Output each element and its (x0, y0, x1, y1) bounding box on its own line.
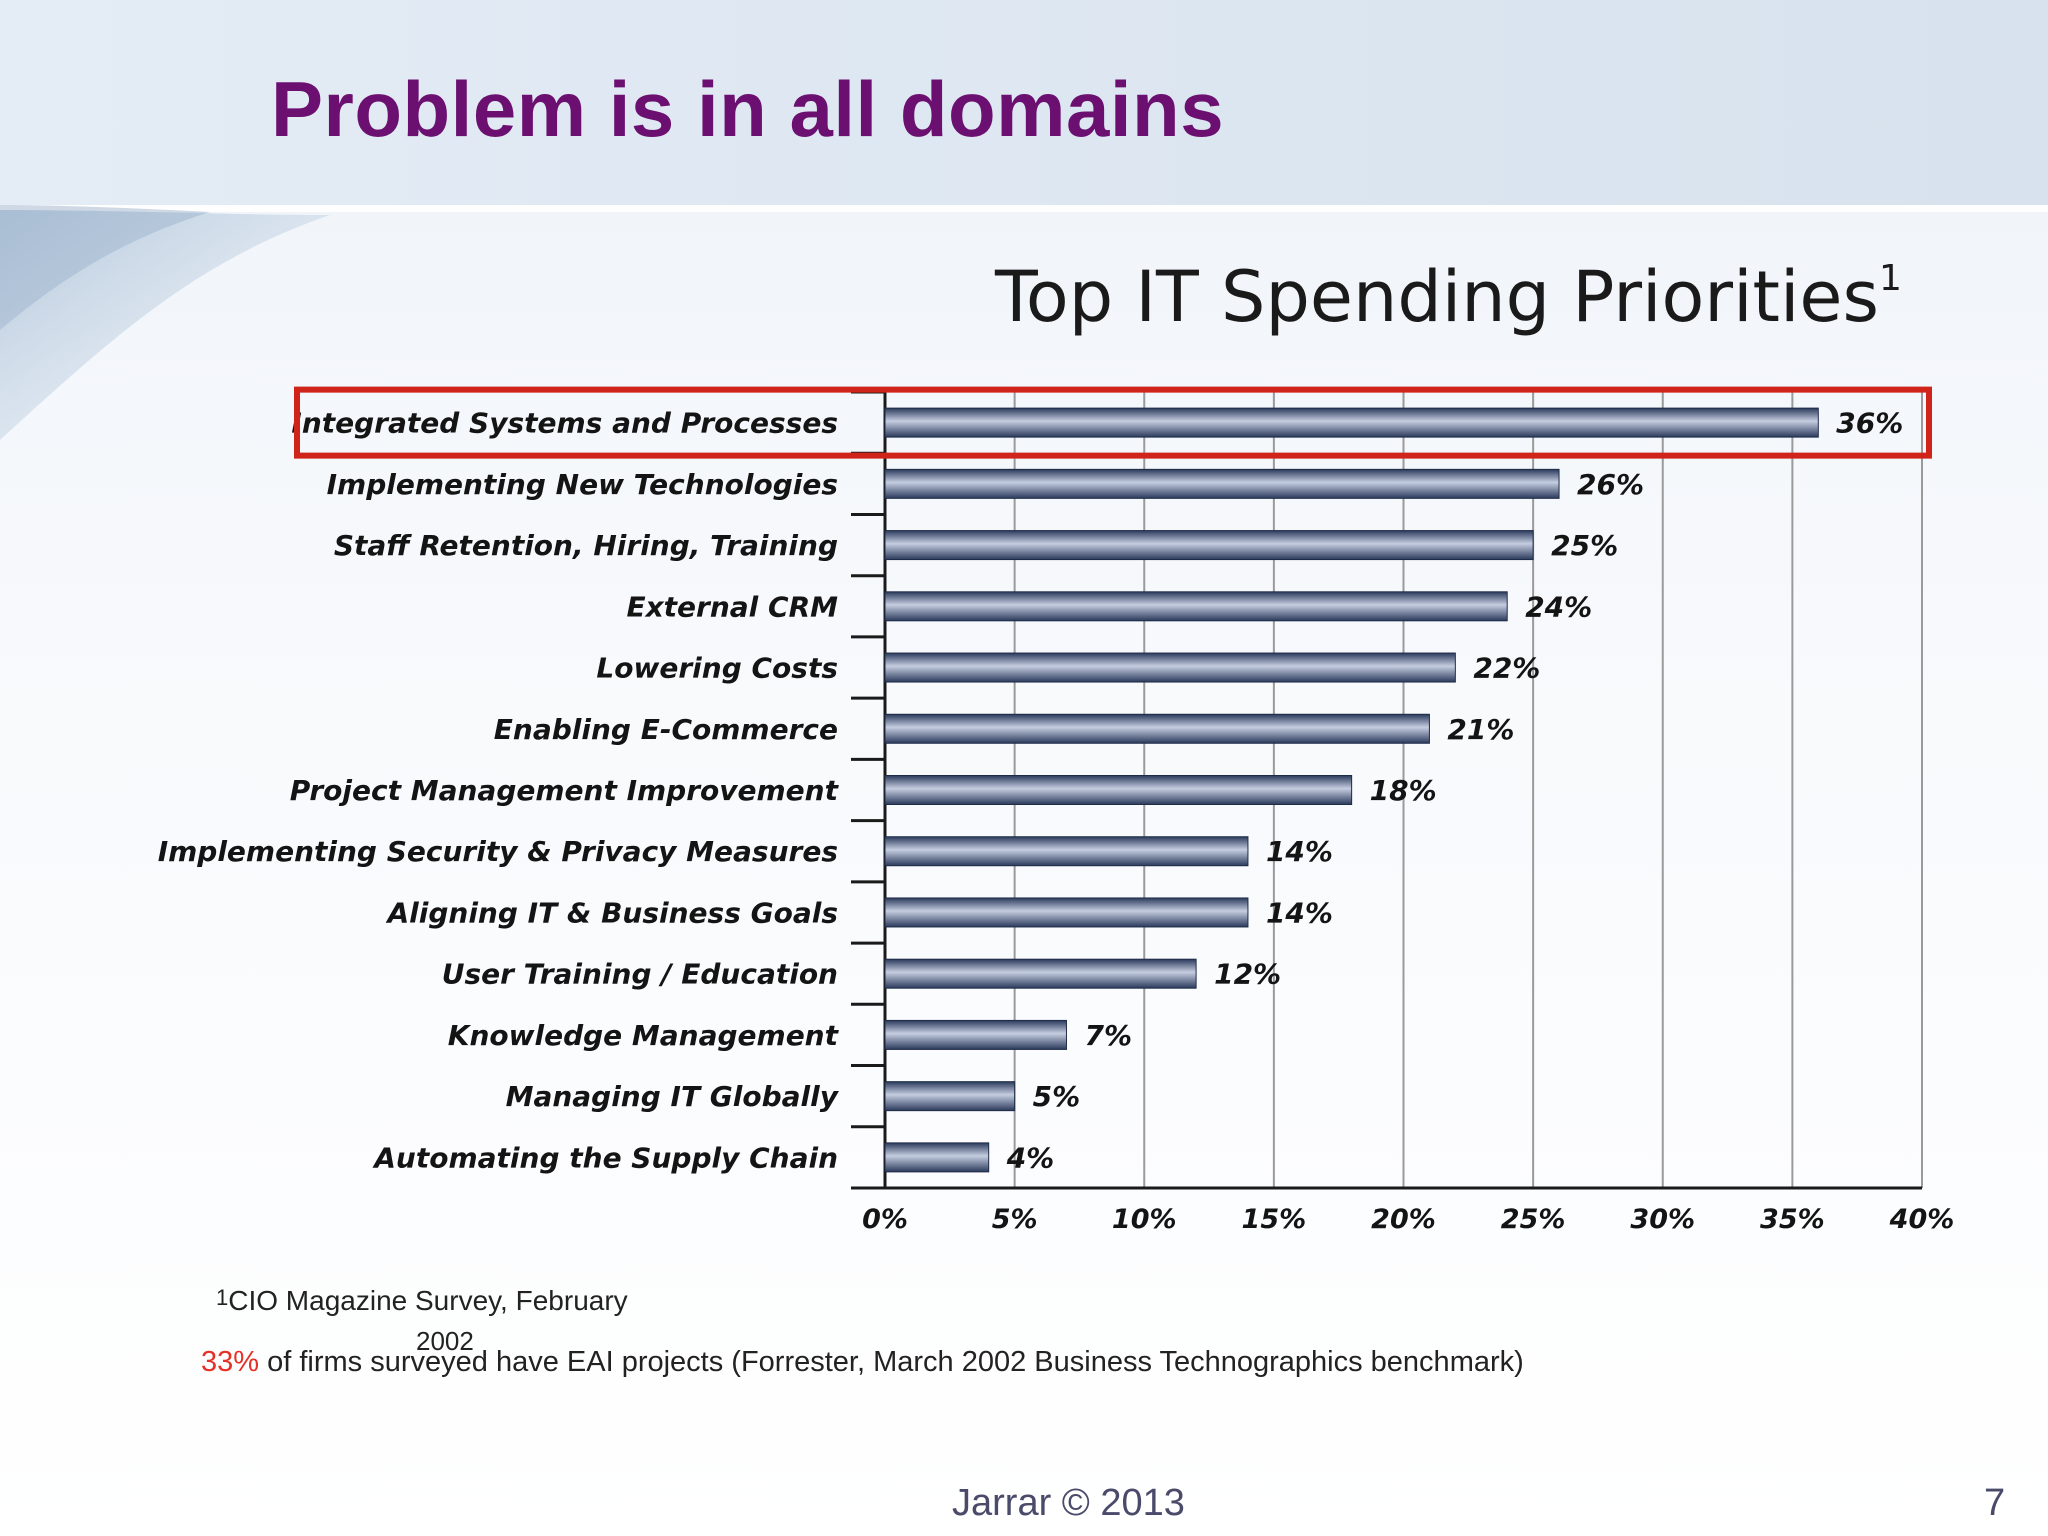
x-tick-label: 25% (1501, 1204, 1566, 1235)
bar (884, 836, 1249, 867)
bar (884, 713, 1430, 744)
category-label: Managing IT Globally (506, 1080, 840, 1113)
category-label: External CRM (626, 590, 838, 623)
bar (884, 652, 1456, 683)
category-label: User Training / Education (442, 958, 838, 991)
bar (884, 468, 1560, 499)
footnote-year: 2002 (416, 1326, 474, 1356)
eai-note: 33% of firms surveyed have EAI projects … (201, 1346, 1524, 1379)
footer-author: Jarrar © 2013 (952, 1482, 1185, 1524)
value-label: 5% (1033, 1080, 1081, 1113)
value-label: 14% (1266, 896, 1333, 929)
value-label: 36% (1836, 407, 1903, 440)
value-label: 26% (1577, 468, 1644, 501)
bar (884, 1019, 1067, 1050)
category-label: Lowering Costs (596, 652, 838, 685)
chart-title: Top IT Spending Priorities1 (995, 256, 1902, 338)
x-tick-label: 5% (992, 1204, 1038, 1235)
bar (884, 958, 1197, 989)
bar (884, 407, 1819, 438)
bar (884, 775, 1353, 805)
x-tick-label: 40% (1889, 1204, 1955, 1235)
slide-title: Problem is in all domains (271, 65, 1225, 153)
category-label: Implementing Security & Privacy Measures (158, 835, 838, 868)
footnote: 1CIO Magazine Survey, February (216, 1285, 628, 1317)
value-label: 4% (1006, 1141, 1055, 1174)
x-tick-label: 20% (1371, 1204, 1436, 1235)
highlight-box (294, 386, 1932, 459)
value-label: 12% (1214, 958, 1281, 991)
eai-percentage: 33% (201, 1346, 260, 1378)
category-label: Implementing New Technologies (327, 468, 838, 501)
value-label: 14% (1266, 835, 1333, 868)
footnote-text: CIO Magazine Survey, February (228, 1285, 628, 1316)
footnote-marker: 1 (216, 1285, 229, 1310)
bar (884, 897, 1249, 928)
chart-title-text: Top IT Spending Priorities (995, 256, 1879, 338)
category-label: Staff Retention, Hiring, Training (334, 529, 838, 562)
bar (884, 1081, 1016, 1112)
category-label: Automating the Supply Chain (372, 1141, 838, 1174)
x-tick-label: 15% (1242, 1204, 1307, 1235)
x-tick-label: 0% (862, 1204, 908, 1235)
value-label: 18% (1370, 774, 1437, 807)
bar (884, 530, 1534, 561)
category-label: Integrated Systems and Processes (291, 407, 838, 440)
bar (884, 591, 1508, 622)
x-tick-label: 35% (1760, 1204, 1825, 1235)
category-label: Enabling E-Commerce (494, 713, 838, 746)
value-label: 22% (1473, 652, 1540, 685)
category-label: Aligning IT & Business Goals (385, 896, 838, 929)
value-label: 7% (1084, 1019, 1132, 1052)
value-label: 24% (1525, 590, 1592, 623)
x-tick-label: 10% (1112, 1204, 1177, 1235)
x-tick-label: 30% (1630, 1204, 1695, 1235)
category-label: Project Management Improvement (290, 774, 840, 807)
page-number: 7 (1984, 1482, 2006, 1524)
chart-title-footnote-marker: 1 (1878, 258, 1902, 299)
value-label: 25% (1551, 529, 1618, 562)
category-label: Knowledge Management (448, 1019, 840, 1052)
value-label: 21% (1447, 713, 1514, 746)
bar (884, 1142, 990, 1173)
eai-note-text: of firms surveyed have EAI projects (For… (259, 1346, 1524, 1378)
